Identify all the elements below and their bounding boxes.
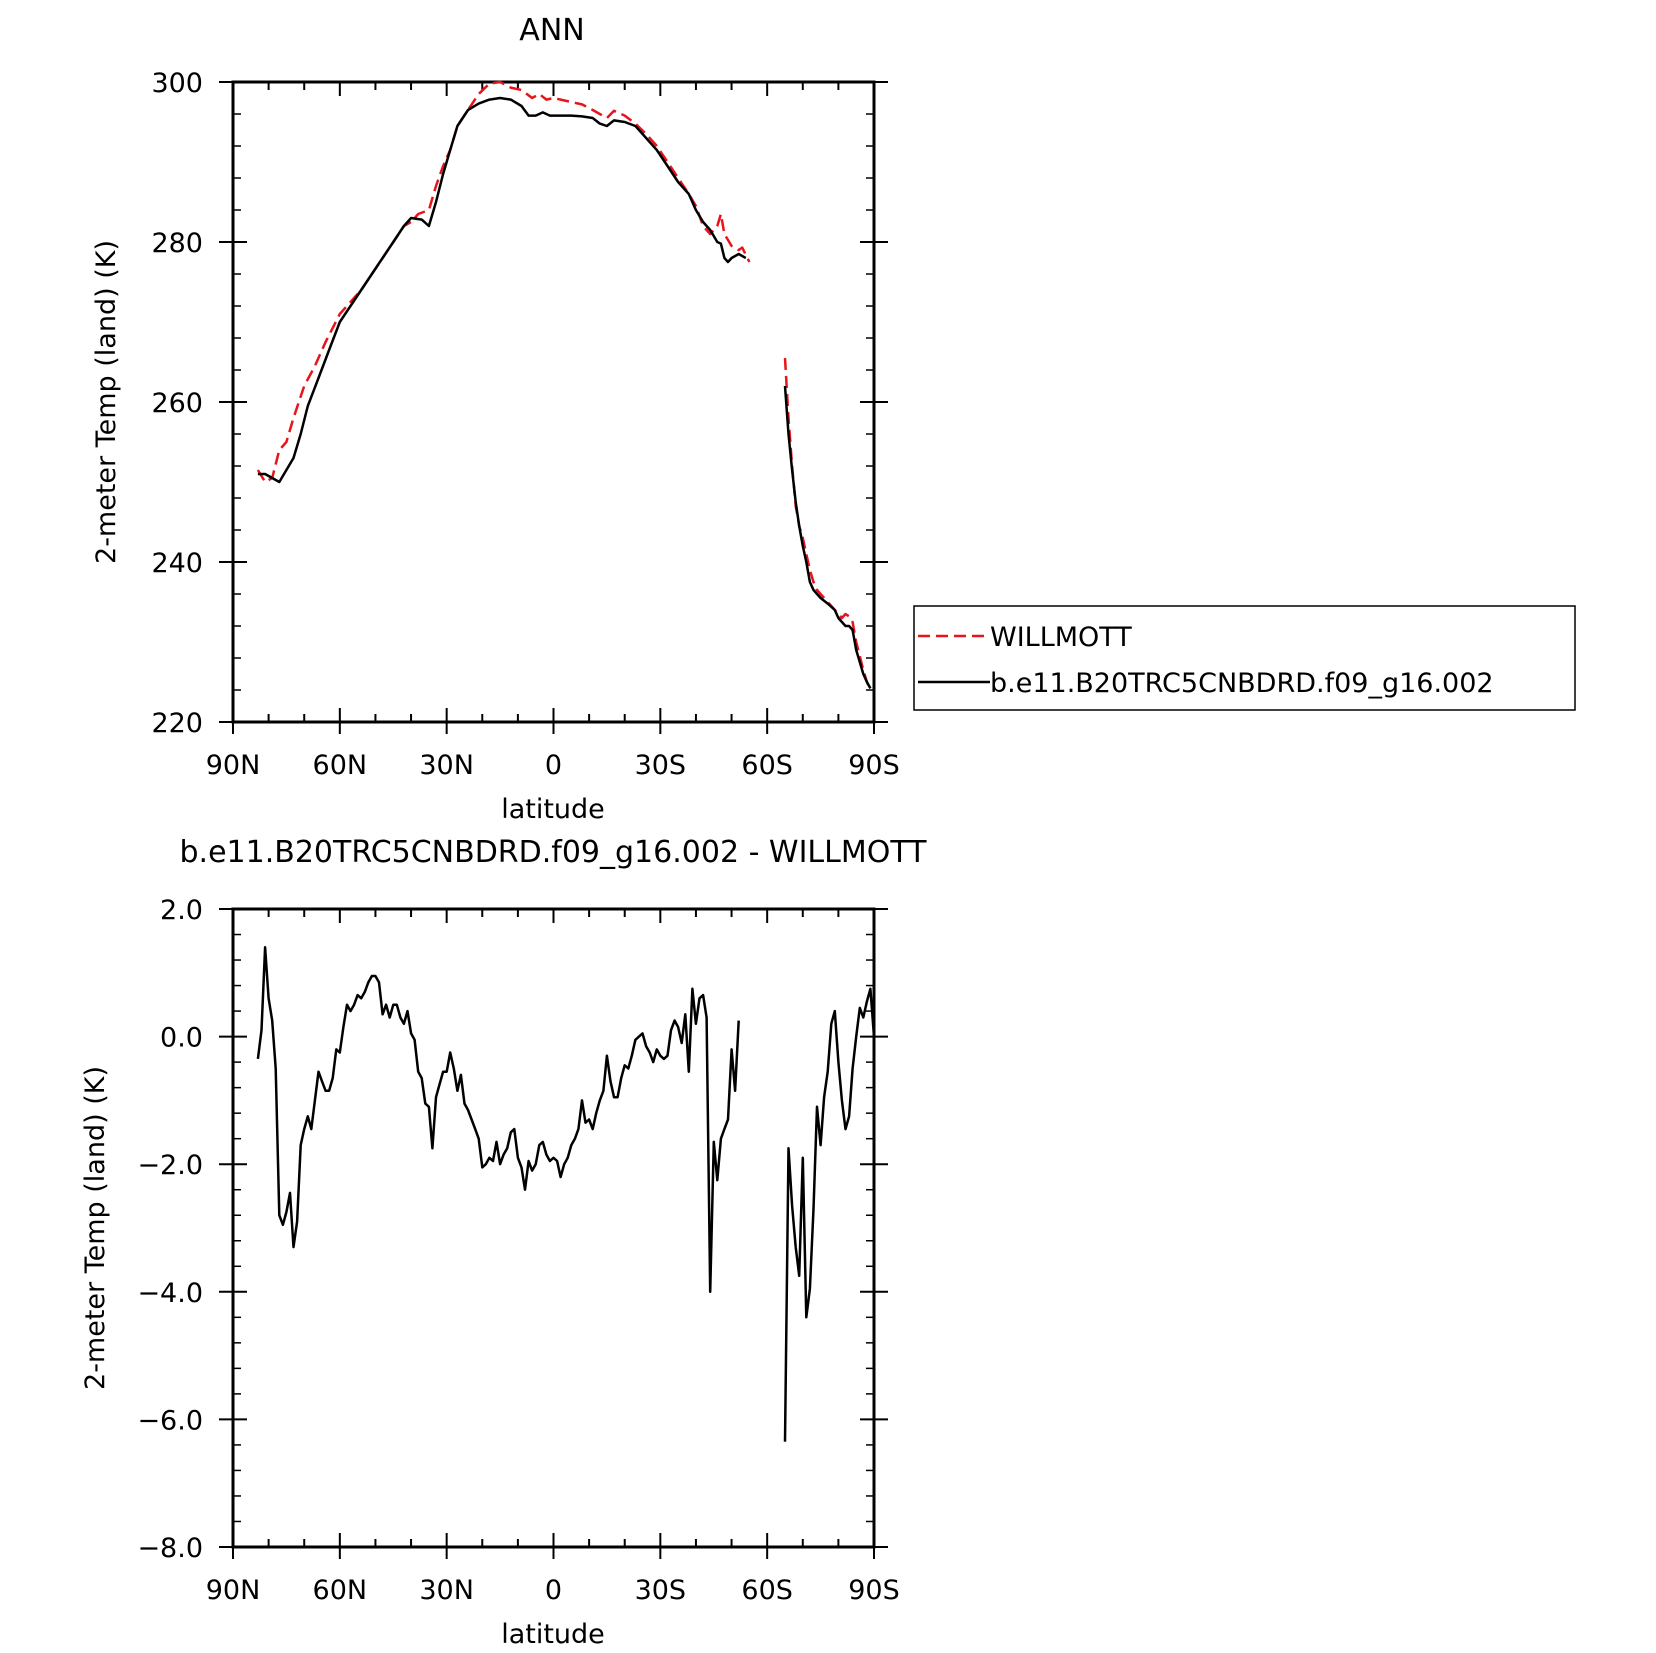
legend: WILLMOTT b.e11.B20TRC5CNBDRD.f09_g16.002 [913, 605, 1576, 711]
x-tick-label: 60N [313, 750, 368, 781]
y-tick-label: 220 [151, 708, 203, 739]
series-line-1-seg-0 [257, 96, 747, 484]
bottom-panel: b.e11.B20TRC5CNBDRD.f09_g16.002 - WILLMO… [80, 835, 927, 1650]
top-x-axis-label: latitude [501, 794, 605, 825]
top-series-lines [256, 80, 872, 691]
x-tick-label: 30S [635, 750, 687, 781]
top-plot-frame [231, 80, 876, 724]
y-tick-label: 0.0 [160, 1023, 203, 1054]
x-tick-label: 60S [741, 750, 793, 781]
y-tick-label: −6.0 [137, 1405, 203, 1436]
x-tick-label: 90N [206, 1575, 261, 1606]
bottom-x-axis-label: latitude [501, 1619, 605, 1650]
y-tick-label: −2.0 [137, 1150, 203, 1181]
y-tick-label: 2.0 [160, 895, 203, 926]
x-tick-label: 60N [313, 1575, 368, 1606]
x-tick-label: 30N [419, 1575, 474, 1606]
top-x-tick-labels: 90N 60N 30N 0 30S 60S 90S [206, 750, 900, 781]
x-tick-label: 90S [848, 1575, 900, 1606]
bottom-x-tick-labels: 90N 60N 30N 0 30S 60S 90S [206, 1575, 900, 1606]
top-y-tick-labels: 220 240 260 280 300 [151, 68, 203, 739]
series-line-0-seg-1 [783, 357, 872, 691]
y-tick-label: 260 [151, 388, 203, 419]
y-tick-label: 300 [151, 68, 203, 99]
bottom-chart-title: b.e11.B20TRC5CNBDRD.f09_g16.002 - WILLMO… [180, 835, 928, 870]
series-line-1-seg-1 [783, 385, 872, 689]
series-line-0-seg-1 [783, 987, 876, 1442]
top-y-axis-label: 2-meter Temp (land) (K) [91, 240, 122, 564]
x-tick-label: 30S [635, 1575, 687, 1606]
bottom-plot-frame [231, 907, 876, 1549]
series-line-0-seg-0 [256, 946, 740, 1294]
y-tick-label: 240 [151, 548, 203, 579]
legend-label-model: b.e11.B20TRC5CNBDRD.f09_g16.002 [990, 668, 1494, 699]
x-tick-label: 0 [545, 750, 562, 781]
x-tick-label: 0 [545, 1575, 562, 1606]
top-axis-ticks [219, 81, 888, 734]
y-tick-label: 280 [151, 228, 203, 259]
legend-label-willmott: WILLMOTT [990, 622, 1132, 653]
legend-box [913, 605, 1576, 711]
bottom-y-axis-label: 2-meter Temp (land) (K) [80, 1066, 111, 1390]
y-tick-label: −4.0 [137, 1278, 203, 1309]
x-tick-label: 90S [848, 750, 900, 781]
bottom-axis-ticks [219, 908, 888, 1559]
y-tick-label: −8.0 [137, 1533, 203, 1564]
bottom-y-tick-labels: −8.0 −6.0 −4.0 −2.0 0.0 2.0 [137, 895, 203, 1564]
x-tick-label: 60S [741, 1575, 793, 1606]
top-chart-title: ANN [519, 13, 584, 48]
x-tick-label: 90N [206, 750, 261, 781]
bottom-series-lines [256, 946, 876, 1442]
series-line-0-seg-0 [256, 80, 751, 484]
x-tick-label: 30N [419, 750, 474, 781]
